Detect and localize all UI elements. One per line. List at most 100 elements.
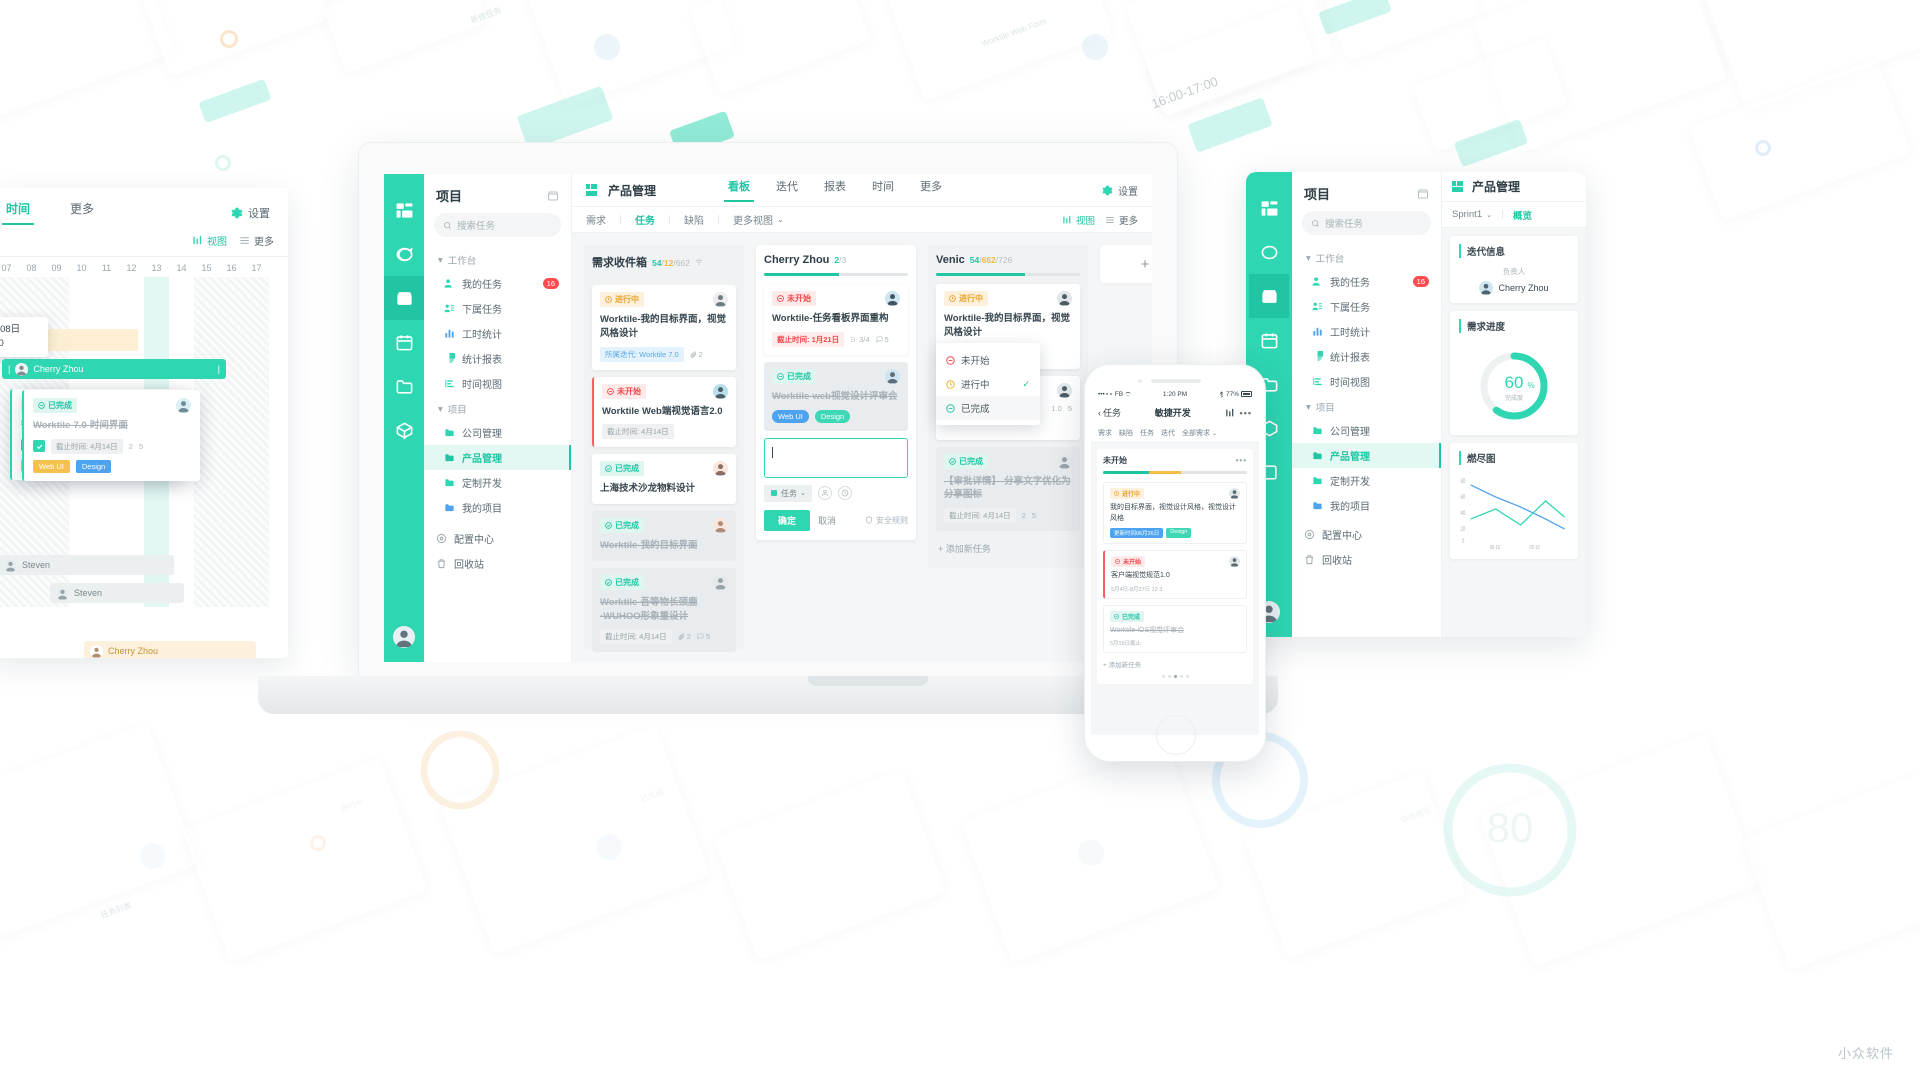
task-card[interactable]: 已完成 Worktile-我的目标界面 [592, 511, 736, 561]
add-task-button[interactable]: + 添加新任务 [592, 659, 736, 662]
chat-icon[interactable] [1249, 230, 1289, 274]
status-option-done[interactable]: 已完成 [936, 396, 1040, 420]
phone-task-card[interactable]: 进行中 我的目标界面，视觉设计风格，视觉设计风格 更新时间06月26日 Desi… [1103, 482, 1247, 544]
board-settings-button[interactable]: 设置 [1102, 183, 1138, 198]
gantt-view-button[interactable]: 视图 [192, 233, 227, 248]
avatar[interactable] [393, 626, 415, 648]
phone-tab-task[interactable]: 任务 [1140, 430, 1154, 437]
sidebar-item-reports[interactable]: 统计报表 [424, 346, 571, 371]
board-tabs[interactable]: 看板 迭代 报表 时间 更多 [724, 178, 943, 202]
task-card[interactable]: 未开始 Worktile-任务看板界面重构 截止时间: 1月21日 3/4 [764, 284, 908, 355]
task-card[interactable]: 已完成 Worktile-吾等物长颈鹿·WUHOO形象重设计 截止时间: 4月1… [592, 567, 736, 653]
security-rule-link[interactable]: 安全规则 [865, 515, 908, 526]
sidebar-item-timeline[interactable]: 时间视图 [424, 371, 571, 396]
sidebar-item-worktime[interactable]: 工时统计 [1292, 319, 1441, 344]
tab-more[interactable]: 更多 [920, 181, 943, 193]
subtab-bugs[interactable]: 缺陷 [684, 216, 704, 227]
sidebar-item-config[interactable]: 配置中心 [1292, 522, 1441, 547]
phone-task-card[interactable]: 未开始 客户端视觉规范1.0 5月4日-8月27日 12 3 [1103, 550, 1247, 599]
inbox-collapse-icon[interactable] [547, 190, 559, 202]
gantt-tab-more[interactable]: 更多 [70, 202, 95, 216]
confirm-button[interactable]: 确定 [764, 509, 811, 531]
phone-tab-sprint[interactable]: 迭代 [1161, 430, 1175, 437]
tab-overview[interactable]: 概览 [1512, 210, 1532, 222]
nav-group-workbench[interactable]: ▾ 工作台 [424, 247, 571, 271]
dashboard-icon[interactable] [384, 188, 424, 232]
due-date-icon[interactable] [837, 486, 852, 501]
calendar-icon[interactable] [384, 320, 424, 364]
cancel-button[interactable]: 取消 [818, 515, 837, 526]
sidebar-item-my-tasks[interactable]: 我的任务 16 [424, 271, 571, 296]
checkbox-checked-icon[interactable] [33, 440, 45, 453]
sidebar-item-product[interactable]: 产品管理 [424, 445, 571, 470]
tab-time[interactable]: 时间 [872, 181, 895, 193]
nav-group-workbench[interactable]: ▾ 工作台 [1306, 252, 1345, 266]
task-card[interactable]: 已完成 Worktile-web视觉设计评审会 Web UI Design [764, 361, 908, 431]
gantt-bar-steven-2[interactable]: Steven [50, 583, 184, 603]
subtab-tasks[interactable]: 任务 [635, 216, 655, 227]
sidebar-item-custom-dev[interactable]: 定制开发 [1292, 468, 1441, 493]
view-button[interactable]: 视图 [1062, 213, 1095, 227]
nav-group-projects[interactable]: ▾ 项目 [424, 396, 571, 420]
dashboard-icon[interactable] [1249, 186, 1289, 230]
inbox-icon[interactable] [384, 276, 424, 320]
sidebar-item-my-tasks[interactable]: 我的任务 16 [1292, 269, 1441, 294]
phone-tab-req[interactable]: 需求 [1098, 430, 1112, 437]
gantt-more-button[interactable]: 更多 [239, 233, 274, 248]
task-card[interactable]: 已完成 【审批详情】-分享文字优化为分享图标 截止时间: 4月14日 2 5 [936, 446, 1080, 532]
sidebar-item-company[interactable]: 公司管理 [1292, 418, 1441, 443]
sidebar-item-timeline[interactable]: 时间视图 [1292, 369, 1441, 394]
sidebar-item-product[interactable]: 产品管理 [1292, 443, 1441, 468]
sidebar-search[interactable]: 搜索任务 [1292, 211, 1441, 245]
status-dropdown[interactable]: 未开始 进行中 ✓ 已完成 [936, 343, 1040, 425]
calendar-icon[interactable] [1249, 318, 1289, 362]
chat-icon[interactable] [384, 232, 424, 276]
sidebar-item-trash[interactable]: 回收站 [1292, 547, 1441, 572]
assignee-icon[interactable] [817, 486, 832, 501]
gantt-settings-button[interactable]: 设置 [231, 200, 270, 225]
tab-kanban[interactable]: 看板 [724, 178, 755, 202]
status-option-todo[interactable]: 未开始 [936, 348, 1040, 372]
gantt-bar-cherry-2[interactable]: Cherry Zhou [84, 641, 256, 658]
sidebar-search[interactable]: 搜索任务 [424, 213, 571, 247]
sidebar-item-my-projects[interactable]: 我的项目 [1292, 493, 1441, 518]
new-task-input[interactable] [764, 437, 908, 478]
subtab-requirements[interactable]: 需求 [586, 216, 606, 227]
add-task-button[interactable]: + 添加新任务 [938, 544, 991, 555]
phone-tabs[interactable]: 需求 缺陷 任务 迭代 全部需求 ⌄ [1091, 424, 1259, 443]
phone-tab-all-req[interactable]: 全部需求 ⌄ [1182, 430, 1218, 437]
phone-tab-bug[interactable]: 缺陷 [1119, 430, 1133, 437]
more-button[interactable]: 更多 [1105, 213, 1138, 227]
search-input[interactable]: 搜索任务 [1325, 219, 1364, 230]
inbox-icon[interactable] [1249, 274, 1289, 318]
tab-report[interactable]: 报表 [824, 181, 847, 193]
task-card[interactable]: 已完成 上海技术沙龙物料设计 [592, 454, 736, 505]
add-task-button[interactable]: + 添加新任务 [1103, 662, 1142, 669]
gantt-tab-time[interactable]: 时间 [1, 200, 35, 225]
sidebar-item-reports[interactable]: 统计报表 [1292, 344, 1441, 369]
task-card[interactable]: 进行中 Worktile-我的目标界面，视觉风格设计 所属迭代: Worktil… [592, 285, 736, 370]
sidebar-item-company[interactable]: 公司管理 [424, 420, 571, 445]
box-icon[interactable] [384, 408, 424, 452]
back-button[interactable]: ‹ 任务 [1098, 407, 1122, 419]
more-icon[interactable]: ••• [1239, 407, 1252, 418]
sidebar-item-my-projects[interactable]: 我的项目 [424, 495, 571, 520]
phone-home-button[interactable] [1156, 715, 1196, 755]
folder-icon[interactable] [384, 364, 424, 408]
sidebar-item-custom-dev[interactable]: 定制开发 [424, 470, 571, 495]
search-input[interactable]: 搜索任务 [457, 221, 496, 232]
sidebar-item-sub-tasks[interactable]: 下属任务 [424, 296, 571, 321]
task-type-selector[interactable]: 任务 ⌄ [764, 484, 812, 502]
sprint-selector[interactable]: Sprint1 ⌄ [1452, 209, 1492, 220]
status-option-doing[interactable]: 进行中 ✓ [936, 372, 1040, 396]
subtab-more-views[interactable]: 更多视图 ⌄ [733, 215, 784, 227]
gantt-floating-task-card[interactable]: 已完成 Worktile-7.0-时间界面 截止时间: 4月14日 2 5 We… [22, 390, 200, 481]
sidebar-item-worktime[interactable]: 工时统计 [424, 321, 571, 346]
more-icon[interactable]: ••• [1235, 456, 1247, 465]
gantt-bar-cherry[interactable]: | Cherry Zhou | [2, 359, 226, 379]
filter-icon[interactable] [1225, 408, 1235, 418]
gantt-tabs[interactable]: 时间 更多 设置 [0, 188, 288, 225]
sidebar-item-sub-tasks[interactable]: 下属任务 [1292, 294, 1441, 319]
task-card[interactable]: 未开始 Worktile Web端视觉语言2.0 截止时间: 4月14日 [592, 376, 736, 448]
sidebar-item-trash[interactable]: 回收站 [424, 551, 571, 576]
